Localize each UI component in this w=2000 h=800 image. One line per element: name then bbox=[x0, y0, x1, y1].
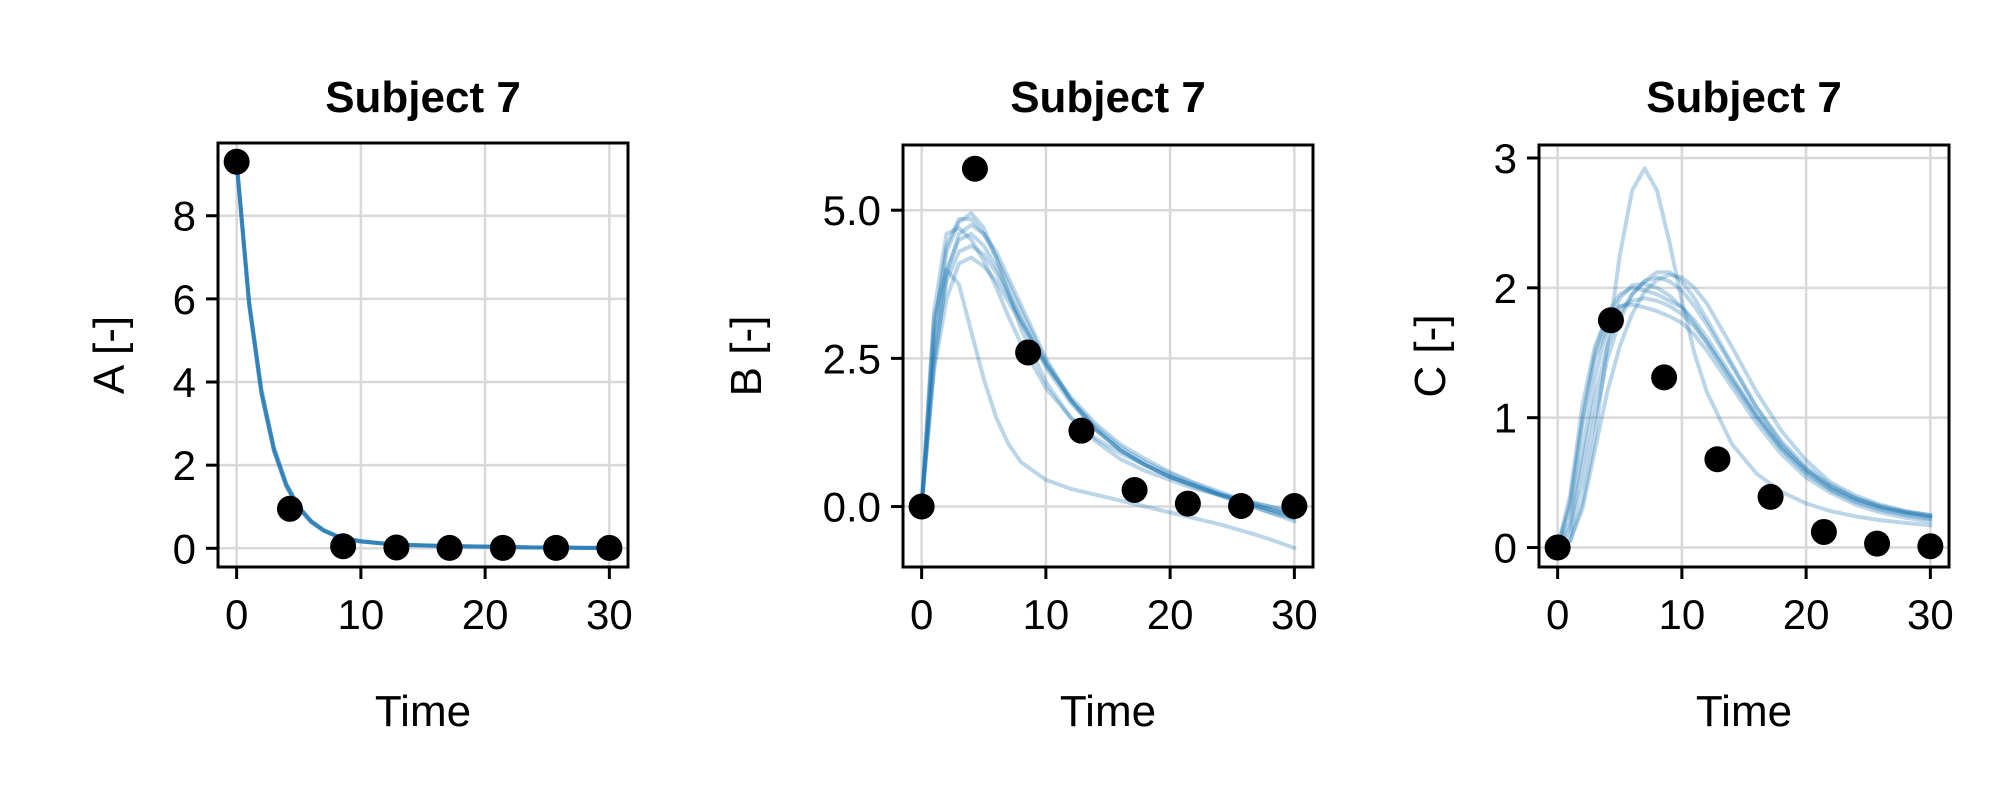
series-line-2 bbox=[234, 159, 612, 550]
x-axis-label: Time bbox=[1060, 687, 1156, 736]
observation-point-5 bbox=[1121, 476, 1148, 503]
observation-point-5 bbox=[1757, 483, 1784, 510]
series-line-5 bbox=[919, 243, 1297, 518]
series-line-1 bbox=[1555, 285, 1933, 550]
x-axis-label: Time bbox=[375, 687, 471, 736]
x-tick-label: 0 bbox=[910, 591, 933, 638]
y-tick-label: 0 bbox=[1494, 525, 1517, 572]
chart-title: Subject 7 bbox=[1010, 73, 1206, 122]
observation-point-3 bbox=[1015, 339, 1042, 366]
series-line-3 bbox=[919, 223, 1297, 518]
plot-frame bbox=[901, 143, 1315, 569]
series-line-6 bbox=[1555, 270, 1933, 550]
x-axis-label: Time bbox=[1696, 687, 1792, 736]
observation-point-4 bbox=[383, 534, 410, 561]
series-line-7 bbox=[1555, 302, 1933, 550]
y-tick-label: 0.0 bbox=[823, 484, 881, 531]
observation-point-7 bbox=[543, 534, 570, 561]
chart-title: Subject 7 bbox=[325, 73, 521, 122]
y-tick-label: 8 bbox=[173, 193, 196, 240]
x-tick-label: 20 bbox=[1147, 591, 1194, 638]
x-tick-label: 30 bbox=[1907, 591, 1954, 638]
chart-title: Subject 7 bbox=[1646, 73, 1842, 122]
y-tick-label: 2 bbox=[1494, 265, 1517, 312]
series-line-8 bbox=[919, 267, 1297, 550]
x-tick-label: 0 bbox=[1546, 591, 1569, 638]
y-tick-label: 4 bbox=[173, 359, 196, 406]
x-tick-label: 30 bbox=[1271, 591, 1318, 638]
x-tick-label: 0 bbox=[225, 591, 248, 638]
observation-point-6 bbox=[489, 534, 516, 561]
series-line-2 bbox=[919, 226, 1297, 521]
observation-point-1 bbox=[1544, 534, 1571, 561]
x-tick-label: 10 bbox=[1023, 591, 1070, 638]
plot-frame bbox=[216, 141, 630, 569]
chart-panel-3: 0 10 20 30 0 1 2 3 Subject 7 Time C [-] bbox=[1406, 73, 1954, 736]
series-line-1 bbox=[919, 211, 1297, 515]
series-line-1 bbox=[234, 159, 612, 550]
observation-point-7 bbox=[1864, 530, 1891, 557]
y-axis-label: C [-] bbox=[1406, 314, 1455, 397]
y-tick-label: 2 bbox=[173, 442, 196, 489]
observation-point-2 bbox=[276, 495, 303, 522]
series-line-8 bbox=[1555, 166, 1933, 550]
x-tick-label: 10 bbox=[1659, 591, 1706, 638]
observation-point-4 bbox=[1068, 417, 1095, 444]
series-line-5 bbox=[1555, 296, 1933, 550]
y-axis-label: A [-] bbox=[85, 316, 134, 394]
observation-point-8 bbox=[596, 534, 623, 561]
observation-point-7 bbox=[1228, 492, 1255, 519]
series-line-2 bbox=[1555, 281, 1933, 550]
series-line-6 bbox=[919, 217, 1297, 524]
series-line-7 bbox=[919, 255, 1297, 515]
x-tick-label: 20 bbox=[1783, 591, 1830, 638]
chart-panel-2: 0 10 20 30 0.0 2.5 5.0 Subject 7 Time B [-] bbox=[722, 73, 1318, 736]
y-tick-label: 6 bbox=[173, 276, 196, 323]
y-axis-label: B [-] bbox=[722, 316, 771, 397]
x-tick-label: 20 bbox=[462, 591, 509, 638]
observation-point-1 bbox=[908, 493, 935, 520]
y-tick-label: 0 bbox=[173, 525, 196, 572]
observation-point-8 bbox=[1917, 533, 1944, 560]
observation-point-2 bbox=[961, 155, 988, 182]
observation-point-6 bbox=[1810, 518, 1837, 545]
observation-point-4 bbox=[1704, 446, 1731, 473]
observation-point-1 bbox=[223, 148, 250, 175]
series-line-4 bbox=[919, 231, 1297, 521]
observation-point-3 bbox=[330, 533, 357, 560]
observation-point-2 bbox=[1597, 307, 1624, 334]
series-line-4 bbox=[1555, 272, 1933, 550]
series-line-3 bbox=[1555, 275, 1933, 550]
chart-panel-1: 0 10 20 30 0 2 4 6 8 Subject 7 Time A [-] bbox=[85, 73, 633, 736]
y-tick-label: 3 bbox=[1494, 135, 1517, 182]
series-line-3 bbox=[234, 159, 612, 550]
plot-frame bbox=[1537, 143, 1951, 569]
y-tick-label: 2.5 bbox=[823, 335, 881, 382]
observation-point-3 bbox=[1651, 364, 1678, 391]
y-tick-label: 1 bbox=[1494, 395, 1517, 442]
y-tick-label: 5.0 bbox=[823, 187, 881, 234]
x-tick-label: 30 bbox=[586, 591, 633, 638]
observation-point-6 bbox=[1174, 490, 1201, 517]
observation-point-5 bbox=[436, 534, 463, 561]
observation-point-8 bbox=[1281, 492, 1308, 519]
x-tick-label: 10 bbox=[338, 591, 385, 638]
